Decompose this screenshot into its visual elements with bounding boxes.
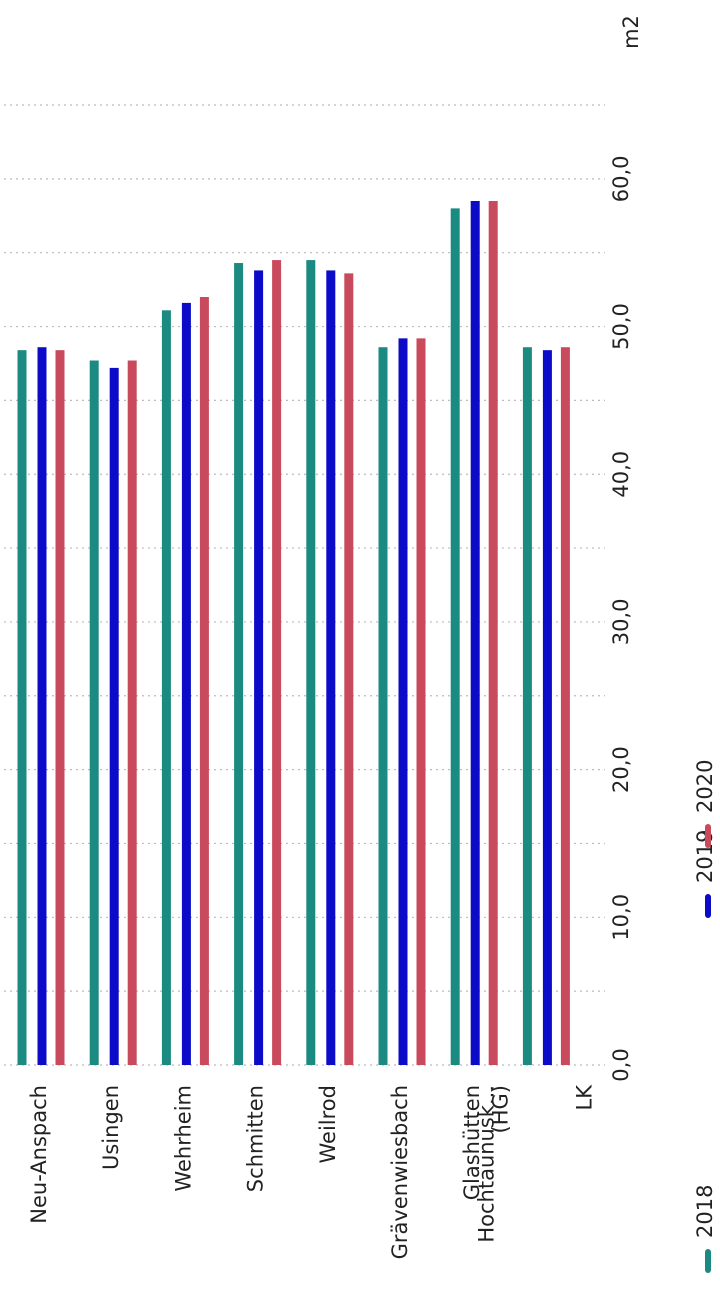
bar	[560, 347, 570, 1065]
x-tick-label: Wehrheim	[171, 1085, 195, 1192]
bar	[470, 201, 480, 1065]
bar	[55, 350, 65, 1066]
legend-label: 2020	[693, 760, 717, 813]
bar	[326, 270, 336, 1065]
bar	[522, 347, 532, 1065]
y-tick-label: 20,0	[609, 746, 633, 793]
bar	[398, 338, 408, 1065]
y-tick-label: 30,0	[609, 599, 633, 646]
x-tick-label: Hochtaunusk...	[474, 1085, 498, 1243]
x-tick-label: Usingen	[99, 1085, 123, 1170]
bar	[488, 201, 498, 1065]
x-tick-label: LK	[572, 1084, 596, 1111]
bar	[254, 270, 264, 1065]
y-tick-label: 40,0	[609, 451, 633, 498]
x-tick-label: Glashütten	[460, 1085, 484, 1200]
bar	[181, 302, 191, 1065]
bar	[109, 367, 119, 1065]
x-tick-label: Schmitten	[244, 1085, 268, 1192]
x-tick-label: (HG)	[488, 1085, 512, 1133]
legend-label: 2018	[693, 1185, 717, 1238]
bar	[89, 360, 99, 1065]
y-tick-label: 10,0	[609, 894, 633, 941]
bar	[234, 263, 244, 1065]
bar	[17, 350, 27, 1066]
bar	[378, 347, 388, 1065]
x-tick-label: Neu-Anspach	[27, 1085, 51, 1224]
bar	[37, 347, 47, 1065]
y-tick-label: 50,0	[609, 303, 633, 350]
y-tick-label: 60,0	[609, 155, 633, 202]
bar	[306, 260, 316, 1066]
bar	[127, 360, 137, 1065]
bar	[416, 338, 426, 1065]
bar	[199, 297, 209, 1065]
unit-label: m2	[619, 15, 643, 49]
x-tick-label: Weilrod	[316, 1085, 340, 1163]
bar	[161, 310, 171, 1065]
x-tick-label: Grävenwiesbach	[388, 1085, 412, 1259]
y-tick-label: 0,0	[609, 1048, 633, 1081]
bar	[344, 273, 354, 1065]
bar	[542, 350, 552, 1066]
bar	[450, 208, 460, 1065]
bar	[272, 260, 282, 1066]
